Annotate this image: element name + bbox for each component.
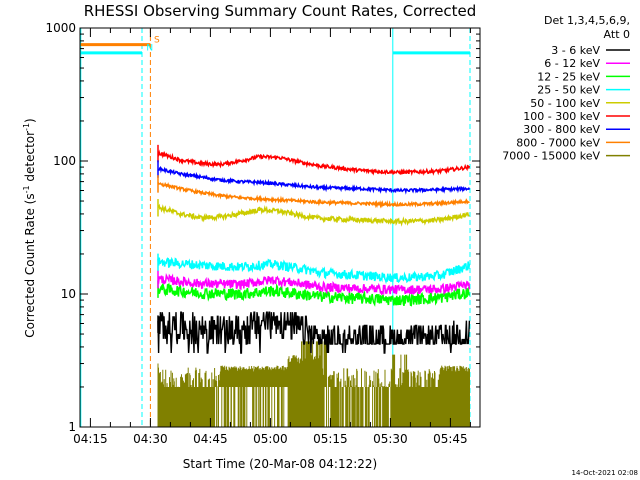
series-line — [157, 149, 471, 177]
series-layer: SN — [80, 28, 471, 427]
y-tick-label: 1 — [68, 420, 76, 434]
series-line — [157, 181, 470, 209]
series-7000-15000-kev — [157, 341, 470, 427]
x-tick-label: 04:15 — [73, 432, 108, 446]
series-line — [157, 273, 471, 296]
legend-label: 300 - 800 keV — [523, 123, 600, 136]
axes-layer: 1 10 100 1000 04:15 04:30 04:45 05:00 05:15 05:30… — [45, 21, 480, 446]
series-line — [157, 165, 471, 195]
x-tick-label: 04:45 — [193, 432, 228, 446]
series-100-300-kev — [157, 144, 471, 177]
legend-label: 100 - 300 keV — [523, 110, 600, 123]
x-tick-label: 05:45 — [433, 432, 468, 446]
series-line — [157, 311, 471, 354]
legend-label: 3 - 6 keV — [551, 44, 600, 57]
y-axis-label: Corrected Count Rate (s-1 detector-1) — [22, 118, 37, 337]
series-800-7000-kev — [157, 175, 470, 209]
flag-marker-label: N — [146, 43, 153, 53]
x-axis-label: Start Time (20-Mar-08 04:12:22) — [183, 457, 377, 471]
x-tick-label: 05:30 — [373, 432, 408, 446]
x-tick-label: 05:15 — [313, 432, 348, 446]
flag-marker-label: S — [154, 35, 160, 45]
series-50-100-kev — [157, 199, 470, 227]
plot-frame — [79, 27, 481, 428]
y-tick-label: 100 — [53, 154, 76, 168]
chart-title: RHESSI Observing Summary Count Rates, Co… — [84, 2, 477, 20]
legend-label: 50 - 100 keV — [530, 97, 600, 110]
legend-label: 12 - 25 keV — [537, 70, 600, 83]
series-3-6-kev — [157, 311, 471, 354]
legend-header-line-1: Det 1,3,4,5,6,9, — [544, 14, 630, 27]
series-line — [157, 256, 471, 285]
legend-header-line-2: Att 0 — [604, 28, 630, 41]
series-line — [157, 203, 470, 227]
legend-label: 6 - 12 keV — [544, 57, 600, 70]
x-tick-label: 05:00 — [253, 432, 288, 446]
series-6-12-kev — [157, 270, 471, 296]
legend-label: 800 - 7000 keV — [516, 136, 600, 149]
y-tick-label: 10 — [61, 287, 76, 301]
series-line — [157, 282, 471, 307]
series-25-50-kev — [157, 253, 471, 285]
y-tick-label: 1000 — [45, 21, 76, 35]
legend-label: 7000 - 15000 keV — [502, 150, 600, 163]
x-tick-label: 04:30 — [133, 432, 168, 446]
series-300-800-kev — [157, 160, 471, 195]
legend-label: 25 - 50 keV — [537, 84, 600, 97]
timestamp: 14-Oct-2021 02:08 — [572, 469, 638, 477]
